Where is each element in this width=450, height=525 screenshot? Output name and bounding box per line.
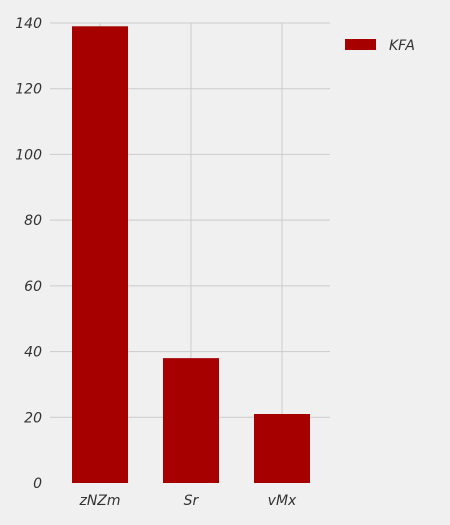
- y-axis-ticks: 0 20 40 60 80 100 120 140: [15, 16, 42, 492]
- x-tick-label: zNZm: [78, 493, 120, 509]
- y-tick-label: 120: [15, 82, 42, 98]
- y-tick-label: 0: [33, 476, 42, 492]
- legend-swatch: [345, 39, 376, 50]
- bar: [72, 26, 128, 484]
- y-tick-label: 20: [24, 410, 42, 426]
- bar: [163, 358, 219, 483]
- x-tick-label: vMx: [268, 493, 297, 509]
- x-axis-ticks: zNZm Sr vMx: [78, 493, 297, 509]
- legend-label: KFA: [389, 38, 415, 54]
- bars: [72, 26, 310, 484]
- y-tick-label: 40: [24, 345, 42, 361]
- legend: KFA: [345, 38, 415, 54]
- y-tick-label: 100: [15, 147, 42, 163]
- y-tick-label: 80: [24, 213, 42, 229]
- y-tick-label: 60: [24, 279, 42, 295]
- bar: [254, 414, 310, 483]
- x-tick-label: Sr: [184, 493, 200, 509]
- y-tick-label: 140: [15, 16, 42, 32]
